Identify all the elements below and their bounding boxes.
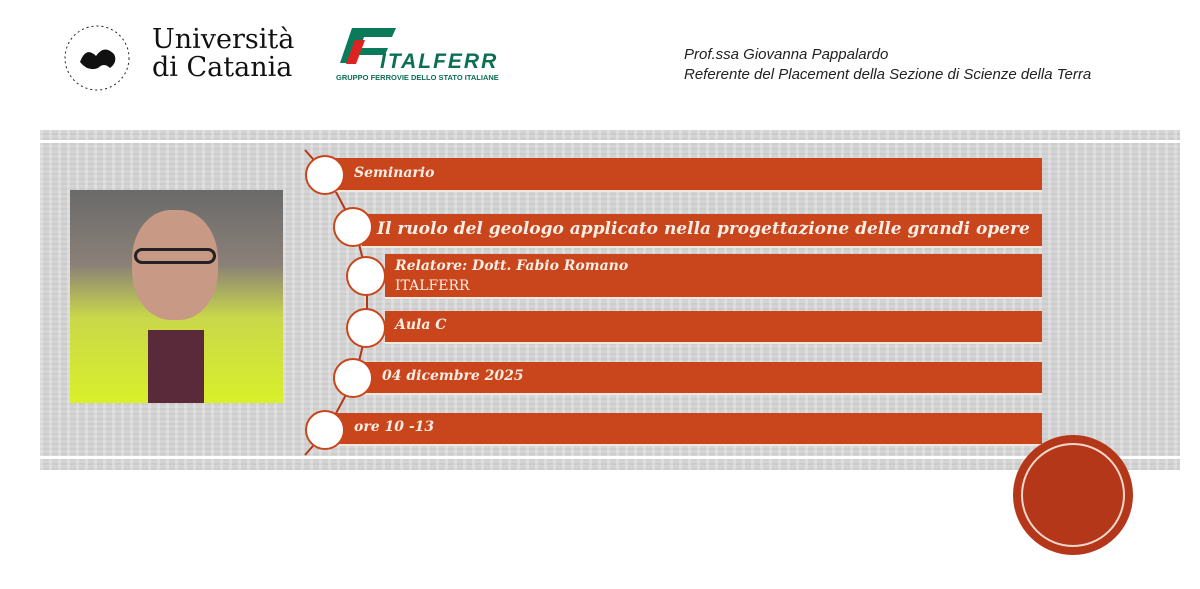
timeline-node-icon bbox=[305, 410, 345, 450]
timeline-item-date: 04 dicembre 2025 bbox=[362, 362, 1042, 395]
italferr-logo-text: ITALFERR bbox=[380, 50, 499, 73]
timeline-node-icon bbox=[305, 155, 345, 195]
contact-name: Prof.ssa Giovanna Pappalardo bbox=[684, 46, 889, 63]
timeline-node-icon bbox=[333, 207, 373, 247]
italferr-tagline: GRUPPO FERROVIE DELLO STATO ITALIANE bbox=[336, 73, 499, 82]
contact-role: Referente del Placement della Sezione di… bbox=[684, 66, 1092, 83]
timeline-node-icon bbox=[333, 358, 373, 398]
contact-block: Prof.ssa Giovanna Pappalardo Referente d… bbox=[684, 45, 1091, 85]
band-divider-bottom bbox=[40, 456, 1180, 459]
speaker-company: ITALFERR bbox=[395, 278, 470, 294]
timeline-item-speaker: Relatore: Dott. Fabio Romano ITALFERR bbox=[385, 254, 1042, 299]
university-name-line2: di Catania bbox=[152, 52, 293, 83]
speaker-photo bbox=[70, 190, 283, 403]
timeline-item-time: ore 10 -13 bbox=[334, 413, 1042, 446]
speaker-name: Relatore: Dott. Fabio Romano bbox=[395, 258, 629, 274]
band-divider-top bbox=[40, 140, 1180, 143]
university-seal-logo bbox=[52, 22, 142, 94]
timeline-item-title: Il ruolo del geologo applicato nella pro… bbox=[362, 214, 1042, 248]
timeline-item-room: Aula C bbox=[385, 311, 1042, 344]
university-name-line1: Università bbox=[152, 24, 295, 55]
university-logo-text: Università di Catania bbox=[152, 26, 294, 82]
timeline-node-icon bbox=[346, 308, 386, 348]
decorative-seal-ring bbox=[1021, 443, 1125, 547]
fs-logo-icon bbox=[336, 26, 396, 66]
timeline-node-icon bbox=[346, 256, 386, 296]
timeline-item-type: Seminario bbox=[334, 158, 1042, 192]
university-seal-icon bbox=[64, 25, 130, 91]
